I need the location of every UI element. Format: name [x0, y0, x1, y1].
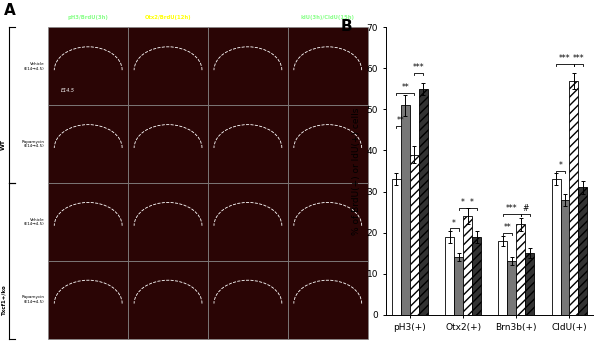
- Bar: [401, 105, 410, 315]
- Bar: [525, 253, 534, 315]
- Bar: [579, 187, 588, 315]
- Text: E14.5: E14.5: [61, 89, 75, 93]
- Bar: [552, 179, 561, 315]
- Bar: [498, 241, 507, 315]
- Bar: [288, 261, 368, 339]
- Bar: [561, 200, 570, 315]
- Text: ***: ***: [506, 204, 518, 213]
- Bar: [128, 27, 208, 105]
- Text: **: **: [503, 223, 511, 232]
- Bar: [463, 216, 472, 315]
- Text: Brn3b/BrdU(12h): Brn3b/BrdU(12h): [222, 15, 273, 19]
- Text: Rapamycin
(E14→4.5): Rapamycin (E14→4.5): [22, 140, 44, 148]
- Text: Txcf1+/ko: Txcf1+/ko: [1, 284, 6, 315]
- Bar: [445, 237, 454, 315]
- Bar: [128, 183, 208, 261]
- Bar: [288, 105, 368, 183]
- Text: Rapamycin
(E14→4.5): Rapamycin (E14→4.5): [22, 295, 44, 304]
- Text: pH3/BrdU(3h): pH3/BrdU(3h): [68, 15, 108, 19]
- Text: ***: ***: [413, 63, 425, 72]
- Text: Otx2/BrdU(12h): Otx2/BrdU(12h): [145, 15, 191, 19]
- Bar: [49, 183, 128, 261]
- Bar: [454, 257, 463, 315]
- Bar: [288, 27, 368, 105]
- Bar: [570, 81, 579, 315]
- Text: WT: WT: [1, 139, 6, 149]
- Bar: [410, 155, 419, 315]
- Bar: [128, 105, 208, 183]
- Text: #: #: [522, 204, 528, 213]
- Text: A: A: [4, 3, 16, 18]
- Y-axis label: % of BrdU(+) or IdU(+) cells: % of BrdU(+) or IdU(+) cells: [352, 107, 361, 235]
- Bar: [392, 179, 401, 315]
- Bar: [208, 105, 288, 183]
- Bar: [288, 183, 368, 261]
- Text: **: **: [397, 116, 405, 125]
- Bar: [472, 237, 481, 315]
- Bar: [128, 261, 208, 339]
- Text: *: *: [452, 219, 456, 228]
- Text: IdU(3h)/CldU(15h): IdU(3h)/CldU(15h): [301, 15, 355, 19]
- Text: *: *: [461, 198, 465, 207]
- Bar: [49, 27, 128, 105]
- Text: *: *: [470, 198, 474, 207]
- Bar: [507, 261, 516, 315]
- Text: Vehicle
(E14→4.5): Vehicle (E14→4.5): [24, 62, 44, 70]
- Bar: [208, 261, 288, 339]
- Text: ***: ***: [573, 54, 584, 64]
- Bar: [49, 105, 128, 183]
- Text: *: *: [559, 161, 562, 170]
- Text: B: B: [341, 19, 353, 34]
- Text: ***: ***: [559, 54, 571, 64]
- Bar: [208, 27, 288, 105]
- Bar: [208, 183, 288, 261]
- Bar: [516, 224, 525, 315]
- Bar: [49, 261, 128, 339]
- Text: Vehicle
(E14→4.5): Vehicle (E14→4.5): [24, 218, 44, 226]
- Bar: [419, 89, 428, 315]
- Text: **: **: [401, 83, 409, 92]
